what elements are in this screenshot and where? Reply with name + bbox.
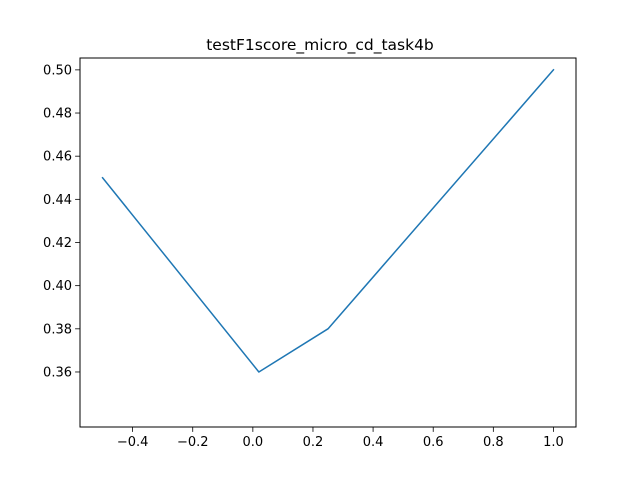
plot-area: [101, 68, 555, 373]
x-tick-label: 1.0: [543, 435, 564, 450]
x-axis: −0.4 −0.2 0.0 0.2 0.4 0.6 0.8 1.0: [117, 427, 564, 450]
y-tick-label: 0.38: [43, 322, 72, 337]
x-tick-label: 0.0: [243, 435, 264, 450]
x-tick-label: −0.2: [177, 435, 209, 450]
x-tick-label: 0.2: [303, 435, 324, 450]
axes-frame: [79, 57, 577, 428]
x-tick-label: −0.4: [117, 435, 149, 450]
y-tick-label: 0.46: [43, 150, 72, 165]
x-tick-label: 0.4: [363, 435, 384, 450]
series-line-0: [101, 68, 555, 373]
y-tick-label: 0.48: [43, 107, 72, 122]
y-tick-label: 0.36: [43, 365, 72, 380]
y-tick-label: 0.50: [43, 63, 72, 78]
y-axis: 0.36 0.38 0.40 0.42 0.44 0.46 0.48 0.50: [43, 63, 80, 380]
chart-title: testF1score_micro_cd_task4b: [206, 36, 434, 55]
y-tick-label: 0.42: [43, 236, 72, 251]
x-tick-label: 0.6: [423, 435, 444, 450]
y-tick-label: 0.40: [43, 279, 72, 294]
x-tick-label: 0.8: [483, 435, 504, 450]
y-tick-label: 0.44: [43, 193, 72, 208]
